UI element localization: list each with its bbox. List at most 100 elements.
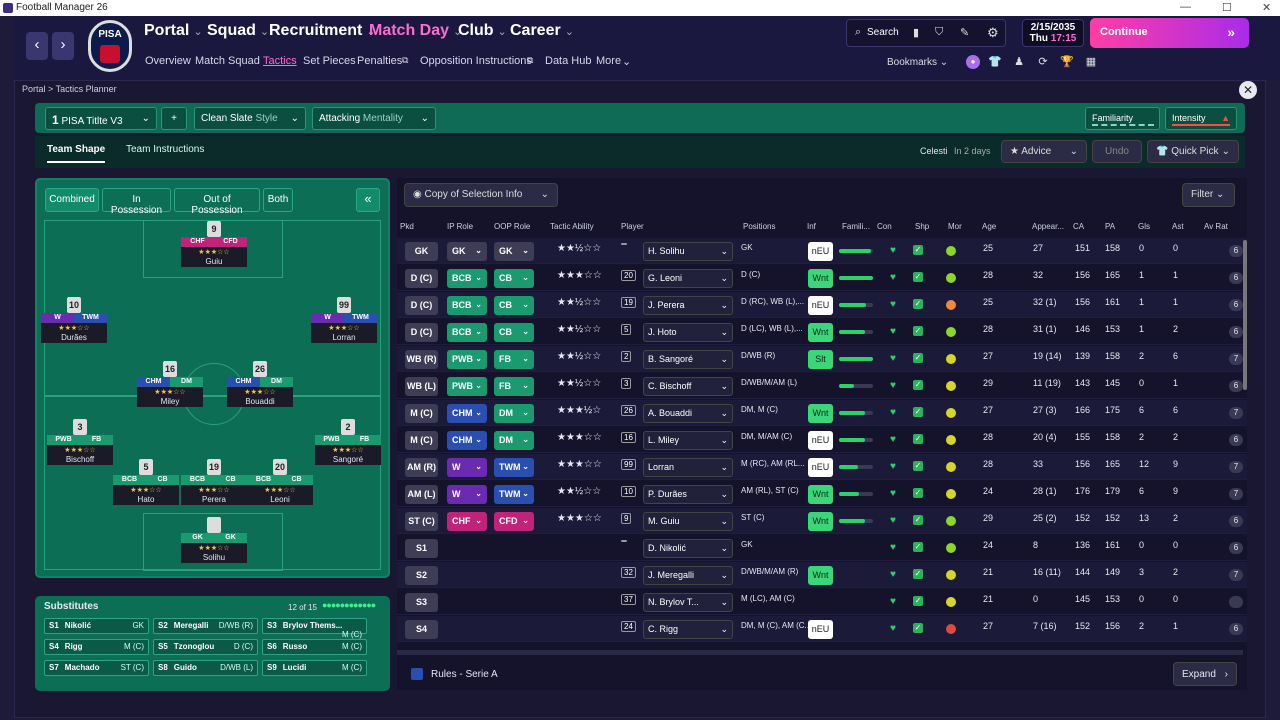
column-header[interactable]: Shp (915, 222, 930, 231)
tab-team-shape[interactable]: Team Shape (47, 144, 106, 163)
column-header[interactable]: Player (621, 222, 644, 231)
column-header[interactable]: Tactic Ability (550, 222, 594, 231)
table-row[interactable]: GK GK ⌄ GK ⌄ ★★½☆☆ H. Solihu ⌄ GK nEU ♥ ✓ 25 27 151 15… (397, 238, 1247, 264)
sub-item[interactable]: S7 Machado ST (C) (44, 660, 149, 676)
picked-position[interactable]: WB (L) (405, 377, 438, 396)
ip-role-select[interactable]: W ⌄ (447, 458, 487, 477)
column-header[interactable]: Mor (948, 222, 962, 231)
trophy-icon[interactable]: 🏆 (1060, 56, 1074, 68)
continue-button[interactable]: Continue » (1090, 18, 1249, 48)
undo-button[interactable]: Undo (1092, 140, 1142, 163)
refresh-icon[interactable]: ⟳ (1038, 56, 1048, 68)
player-select[interactable]: G. Leoni ⌄ (643, 269, 733, 288)
picked-position[interactable]: ST (C) (405, 512, 438, 531)
column-header[interactable]: CA (1073, 222, 1085, 231)
table-row[interactable]: S4 24 C. Rigg ⌄ DM, M (C), AM (C... nEU ♥ ✓ 27 7 … (397, 616, 1247, 642)
shield-icon[interactable]: ⛉ (935, 26, 944, 38)
sub-item[interactable]: S3 Brylov Thems... M (C) (262, 618, 367, 639)
pitch-player[interactable]: 99 W TWM ★★★☆☆ Lorran (311, 297, 377, 343)
player-select[interactable]: A. Bouaddi ⌄ (643, 404, 733, 423)
table-row[interactable]: AM (L) W ⌄ TWM ⌄ ★★½☆☆ 10 P. Durães ⌄ AM (RL), S… (397, 481, 1247, 507)
ip-role-select[interactable]: CHM ⌄ (447, 431, 487, 450)
copy-selection-info-dropdown[interactable]: ◉ Copy of Selection Info ⌄ (404, 183, 558, 207)
pitch-player[interactable]: 5 BCB CB ★★★☆☆ Hato (113, 459, 179, 505)
scrollbar[interactable] (1243, 240, 1247, 390)
pitch-player[interactable]: 10 W TWM ★★★☆☆ Durães (41, 297, 107, 343)
style-selector[interactable]: Clean Slate Style ⌄ (194, 107, 306, 130)
subnav-tactics[interactable]: Tactics (263, 55, 297, 67)
tab-team-instructions[interactable]: Team Instructions (126, 144, 205, 155)
subnav-set-pieces[interactable]: Set Pieces (303, 55, 356, 67)
player-select[interactable]: H. Solihu ⌄ (643, 242, 733, 261)
sub-item[interactable]: S8 Guido D/WB (L) (153, 660, 258, 676)
ip-role-select[interactable]: PWB ⌄ (447, 350, 487, 369)
picked-position[interactable]: WB (R) (405, 350, 438, 369)
column-header[interactable]: Appear... (1032, 222, 1065, 231)
minimize-button[interactable]: — (1180, 1, 1191, 13)
table-row[interactable]: M (C) CHM ⌄ DM ⌄ ★★★☆☆ 16 L. Miley ⌄ DM, M/AM (C… (397, 427, 1247, 453)
oop-role-select[interactable]: CB ⌄ (494, 323, 534, 342)
subnav-data-hub[interactable]: Data Hub (545, 55, 592, 67)
table-row[interactable]: WB (L) PWB ⌄ FB ⌄ ★★½☆☆ 3 C. Bischoff ⌄ D/WB/M/A… (397, 373, 1247, 399)
nav-match-day[interactable]: Match Day ⌄ (369, 22, 463, 39)
toggle-in-possession[interactable]: In Possession (102, 188, 171, 216)
player-select[interactable]: P. Durães ⌄ (643, 485, 733, 504)
collapse-pitch-button[interactable]: « (356, 188, 380, 212)
column-header[interactable]: Av Rat (1204, 222, 1228, 231)
staff-icon[interactable]: ♟ (1014, 56, 1024, 68)
table-row[interactable]: D (C) BCB ⌄ CB ⌄ ★★½☆☆ 5 J. Hoto ⌄ D (LC), WB (L… (397, 319, 1247, 345)
sub-item[interactable]: S6 Russo M (C) (262, 639, 367, 655)
subnav-penalties[interactable]: Penalties (357, 55, 403, 67)
sub-item[interactable]: S1 Nikolić GK (44, 618, 149, 634)
oop-role-select[interactable]: DM ⌄ (494, 404, 534, 423)
subnav-opposition-instructions[interactable]: Opposition Instructions (420, 55, 532, 67)
picked-position[interactable]: S1 (405, 539, 438, 558)
pitch-player[interactable]: GK GK ★★★☆☆ Solihu (181, 517, 247, 563)
nav-portal[interactable]: Portal ⌄ (144, 22, 203, 39)
nav-career[interactable]: Career ⌄ (510, 22, 574, 39)
oop-role-select[interactable]: DM ⌄ (494, 431, 534, 450)
sub-item[interactable]: S4 Rigg M (C) (44, 639, 149, 655)
nav-club[interactable]: Club ⌄ (458, 22, 507, 39)
bookmarks-dropdown[interactable]: Bookmarks ⌄ (887, 57, 949, 68)
ip-role-select[interactable]: CHM ⌄ (447, 404, 487, 423)
horizontal-scrollbar[interactable] (397, 650, 1243, 655)
close-window-button[interactable]: ✕ (1262, 2, 1272, 14)
pitch-player[interactable]: 9 CHF CFD ★★★☆☆ Guiu (181, 221, 247, 267)
picked-position[interactable]: S4 (405, 620, 438, 639)
oop-role-select[interactable]: FB ⌄ (494, 350, 534, 369)
pitch-player[interactable]: 3 PWB FB ★★★☆☆ Bischoff (47, 419, 113, 465)
player-select[interactable]: Lorran ⌄ (643, 458, 733, 477)
ip-role-select[interactable]: PWB ⌄ (447, 377, 487, 396)
tactic-selector[interactable]: 1 PISA Titlte V3 ⌄ (45, 107, 157, 130)
intensity-meter[interactable]: Intensity ▲ (1165, 107, 1237, 130)
table-row[interactable]: M (C) CHM ⌄ DM ⌄ ★★★½☆ 26 A. Bouaddi ⌄ DM, M (C)… (397, 400, 1247, 426)
picked-position[interactable]: D (C) (405, 323, 438, 342)
pitch-player[interactable]: 20 BCB CB ★★★☆☆ Leoni (247, 459, 313, 505)
toggle-out-of-possession[interactable]: Out of Possession (174, 188, 260, 216)
oop-role-select[interactable]: TWM ⌄ (494, 485, 534, 504)
player-select[interactable]: J. Meregalli ⌄ (643, 566, 733, 585)
column-header[interactable]: Famili... (842, 222, 870, 231)
ip-role-select[interactable]: CHF ⌄ (447, 512, 487, 531)
ip-role-select[interactable]: W ⌄ (447, 485, 487, 504)
table-row[interactable]: AM (R) W ⌄ TWM ⌄ ★★★☆☆ 99 Lorran ⌄ M (RC), AM (R… (397, 454, 1247, 480)
add-tactic-button[interactable]: + (161, 107, 187, 130)
bookmark-icon[interactable]: ▮ (913, 27, 920, 39)
sub-item[interactable]: S5 Tzonoglou D (C) (153, 639, 258, 655)
table-row[interactable]: S1 D. Nikolić ⌄ GK ♥ ✓ 24 8 136 161 0 0 6 (397, 535, 1247, 561)
picked-position[interactable]: GK (405, 242, 438, 261)
picked-position[interactable]: M (C) (405, 431, 438, 450)
picked-position[interactable]: S3 (405, 593, 438, 612)
oop-role-select[interactable]: CFD ⌄ (494, 512, 534, 531)
column-header[interactable]: Positions (743, 222, 776, 231)
club-badge[interactable]: PISA (88, 20, 132, 72)
back-button[interactable]: ‹ (26, 32, 48, 60)
ip-role-select[interactable]: BCB ⌄ (447, 323, 487, 342)
toggle-both[interactable]: Both (263, 188, 293, 212)
picked-position[interactable]: M (C) (405, 404, 438, 423)
oop-role-select[interactable]: CB ⌄ (494, 296, 534, 315)
table-row[interactable]: S3 37 N. Brylov T... ⌄ M (LC), AM (C) ♥ ✓ 21 0 14… (397, 589, 1247, 615)
picked-position[interactable]: S2 (405, 566, 438, 585)
column-header[interactable]: Gls (1138, 222, 1150, 231)
